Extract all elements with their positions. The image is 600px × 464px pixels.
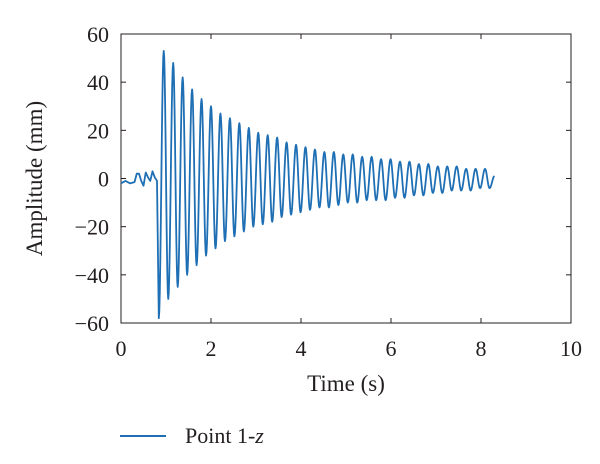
y-tick-label: 0: [98, 167, 109, 192]
legend-label-italic: z: [254, 423, 264, 448]
y-tick-label: −60: [75, 311, 109, 336]
y-tick-label: 60: [87, 22, 109, 47]
y-axis-title: Amplitude (mm): [22, 101, 47, 256]
y-tick-label: 40: [87, 70, 109, 95]
x-tick-label: 2: [206, 336, 217, 361]
axis-tick-labels: 0 2 4 6 8 10 −60 −40 −20 0 20 40 60: [75, 22, 582, 361]
x-axis-title: Time (s): [307, 371, 385, 396]
x-tick-label: 10: [560, 336, 582, 361]
legend-label-point-1-z: Point 1-z: [185, 423, 264, 448]
axis-ticks: [120, 33, 572, 324]
x-tick-label: 4: [296, 336, 307, 361]
x-tick-label: 8: [476, 336, 487, 361]
y-tick-label: −40: [75, 263, 109, 288]
x-tick-label: 6: [386, 336, 397, 361]
series-line-point-1-z: [120, 49, 495, 320]
legend: Point 1-z: [120, 423, 264, 448]
x-tick-label: 0: [116, 336, 127, 361]
y-tick-label: −20: [75, 215, 109, 240]
series-layer: [120, 49, 495, 320]
legend-label-main: Point 1-: [185, 423, 255, 448]
y-tick-label: 20: [87, 118, 109, 143]
